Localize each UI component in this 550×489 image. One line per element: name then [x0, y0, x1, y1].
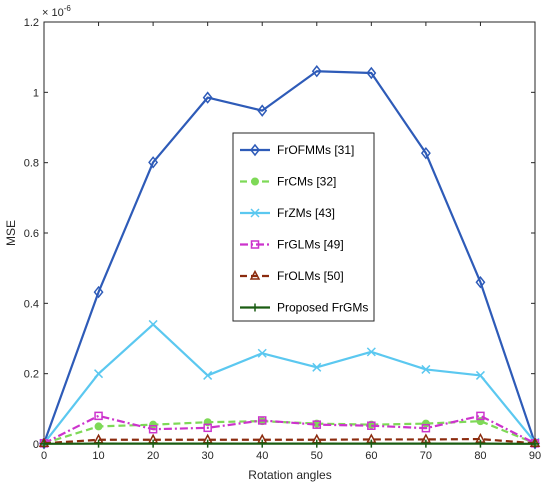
legend-label: FrOLMs [50]: [277, 269, 344, 283]
data-point: [149, 439, 158, 448]
data-point: [531, 439, 539, 448]
y-tick-label: 1.2: [24, 17, 39, 29]
data-point: [312, 439, 321, 448]
data-point: [148, 424, 158, 434]
y-tick-label: 1: [33, 87, 39, 99]
data-point: [420, 146, 431, 160]
y-tick-label: 0: [33, 439, 39, 451]
y-tick-label: 0.8: [24, 158, 39, 170]
legend-item: FrGLMs [49]: [240, 238, 344, 252]
data-point: [202, 91, 213, 104]
data-point: [312, 362, 322, 372]
data-point: [40, 439, 48, 448]
legend-item: FrZMs [43]: [240, 206, 335, 220]
legend-item: Proposed FrGMs: [240, 301, 368, 315]
series-line: [42, 70, 537, 444]
data-point: [203, 423, 212, 433]
data-point: [311, 65, 322, 78]
legend-label: FrOFMMs [31]: [277, 143, 354, 157]
data-point: [93, 285, 104, 299]
data-point: [257, 104, 268, 117]
data-point: [149, 420, 158, 429]
legend-marker: [250, 143, 260, 157]
y-tick-label: 0.2: [24, 369, 39, 381]
data-point: [257, 348, 267, 358]
data-point: [421, 423, 431, 433]
axis-ticks: 0 10 20 30 40 50 60 70 80 90 0 0.2 0.4 0.6 0.8 1 1.2: [24, 17, 541, 462]
x-tick-label: 30: [202, 450, 214, 462]
data-point: [475, 370, 485, 380]
legend-label: FrGLMs [49]: [277, 238, 344, 252]
series-line: [43, 437, 536, 445]
data-point: [203, 439, 212, 448]
data-point: [421, 364, 431, 374]
series-line: [43, 323, 536, 444]
legend-marker: [250, 208, 260, 218]
data-point: [476, 439, 485, 448]
x-tick-label: 0: [41, 450, 47, 462]
data-point: [94, 411, 103, 421]
series-line: [43, 414, 536, 445]
data-point: [203, 370, 213, 380]
x-tick-label: 20: [147, 450, 159, 462]
legend-box: [232, 132, 375, 322]
legend-marker: [249, 269, 261, 280]
data-point: [367, 421, 376, 430]
x-tick-label: 60: [365, 450, 377, 462]
x-tick-label: 90: [529, 450, 541, 462]
y-exponent-label: × 10-6: [42, 4, 71, 19]
data-point: [366, 66, 377, 80]
legend-label: Proposed FrGMs: [277, 301, 368, 315]
data-point: [258, 439, 267, 448]
y-tick-label: 0.6: [24, 228, 39, 240]
x-tick-label: 50: [311, 450, 323, 462]
x-tick-label: 40: [256, 450, 268, 462]
series-1: [39, 65, 540, 450]
legend-marker: [250, 240, 260, 249]
x-axis-label: Rotation angles: [248, 468, 331, 482]
legend-item: FrCMs [32]: [240, 175, 336, 189]
data-point: [475, 276, 486, 289]
data-point: [367, 439, 376, 448]
legend-label: FrZMs [43]: [277, 206, 335, 220]
data-point: [94, 439, 103, 448]
data-point: [148, 156, 159, 169]
data-point: [148, 319, 158, 329]
data-point: [312, 420, 322, 429]
legend-label: FrCMs [32]: [277, 175, 336, 189]
x-tick-label: 80: [474, 450, 486, 462]
legend-marker: [251, 177, 259, 186]
data-point: [94, 422, 103, 431]
x-tick-label: 10: [92, 450, 104, 462]
legend-marker: [251, 303, 259, 312]
y-exponent-power: -6: [64, 4, 72, 13]
series-6: [40, 439, 539, 448]
data-point: [257, 416, 267, 425]
data-point: [476, 411, 485, 421]
data-point: [421, 419, 430, 428]
data-point: [421, 439, 430, 448]
x-tick-label: 70: [420, 450, 432, 462]
y-tick-label: 0.4: [24, 298, 39, 310]
y-axis-label: MSE: [4, 220, 18, 246]
legend: FrOFMMs [31] FrCMs [32] FrZMs [43] FrGLMs […: [232, 132, 375, 322]
series-layer: [38, 65, 541, 450]
data-point: [94, 369, 104, 379]
legend-item: FrOLMs [50]: [240, 269, 344, 283]
data-point: [366, 347, 376, 357]
legend-item: FrOFMMs [31]: [240, 143, 354, 157]
